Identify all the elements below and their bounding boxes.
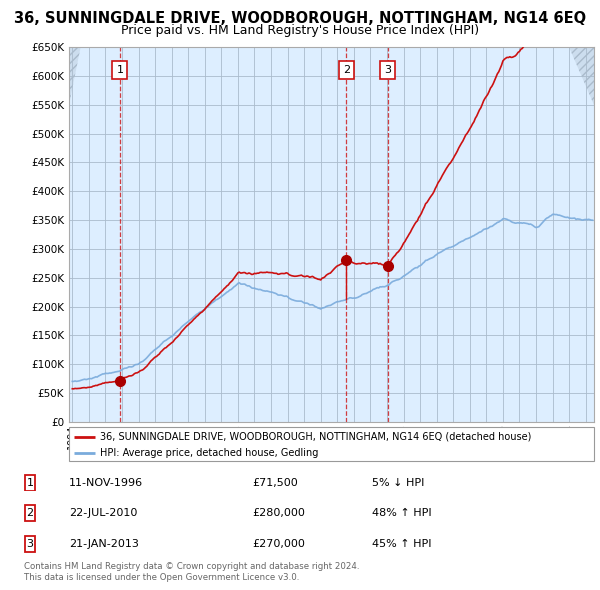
Polygon shape <box>69 47 80 105</box>
Text: £270,000: £270,000 <box>252 539 305 549</box>
FancyBboxPatch shape <box>25 505 35 522</box>
Text: 22-JUL-2010: 22-JUL-2010 <box>69 509 137 518</box>
Text: 11-NOV-1996: 11-NOV-1996 <box>69 478 143 487</box>
Text: 36, SUNNINGDALE DRIVE, WOODBOROUGH, NOTTINGHAM, NG14 6EQ (detached house): 36, SUNNINGDALE DRIVE, WOODBOROUGH, NOTT… <box>101 432 532 442</box>
Text: 21-JAN-2013: 21-JAN-2013 <box>69 539 139 549</box>
Text: Contains HM Land Registry data © Crown copyright and database right 2024.
This d: Contains HM Land Registry data © Crown c… <box>24 562 359 582</box>
FancyBboxPatch shape <box>69 427 594 461</box>
Text: 36, SUNNINGDALE DRIVE, WOODBOROUGH, NOTTINGHAM, NG14 6EQ: 36, SUNNINGDALE DRIVE, WOODBOROUGH, NOTT… <box>14 11 586 25</box>
Text: 3: 3 <box>26 539 34 549</box>
FancyBboxPatch shape <box>25 536 35 552</box>
Text: Price paid vs. HM Land Registry's House Price Index (HPI): Price paid vs. HM Land Registry's House … <box>121 24 479 37</box>
Text: £71,500: £71,500 <box>252 478 298 487</box>
Text: 5% ↓ HPI: 5% ↓ HPI <box>372 478 424 487</box>
Text: 48% ↑ HPI: 48% ↑ HPI <box>372 509 431 518</box>
Text: £280,000: £280,000 <box>252 509 305 518</box>
Text: 1: 1 <box>26 478 34 487</box>
Polygon shape <box>569 47 594 105</box>
Text: 45% ↑ HPI: 45% ↑ HPI <box>372 539 431 549</box>
Text: HPI: Average price, detached house, Gedling: HPI: Average price, detached house, Gedl… <box>101 448 319 458</box>
Text: 1: 1 <box>116 65 124 76</box>
FancyBboxPatch shape <box>25 474 35 491</box>
Text: 2: 2 <box>343 65 350 76</box>
Text: 3: 3 <box>385 65 391 76</box>
Text: 2: 2 <box>26 509 34 518</box>
